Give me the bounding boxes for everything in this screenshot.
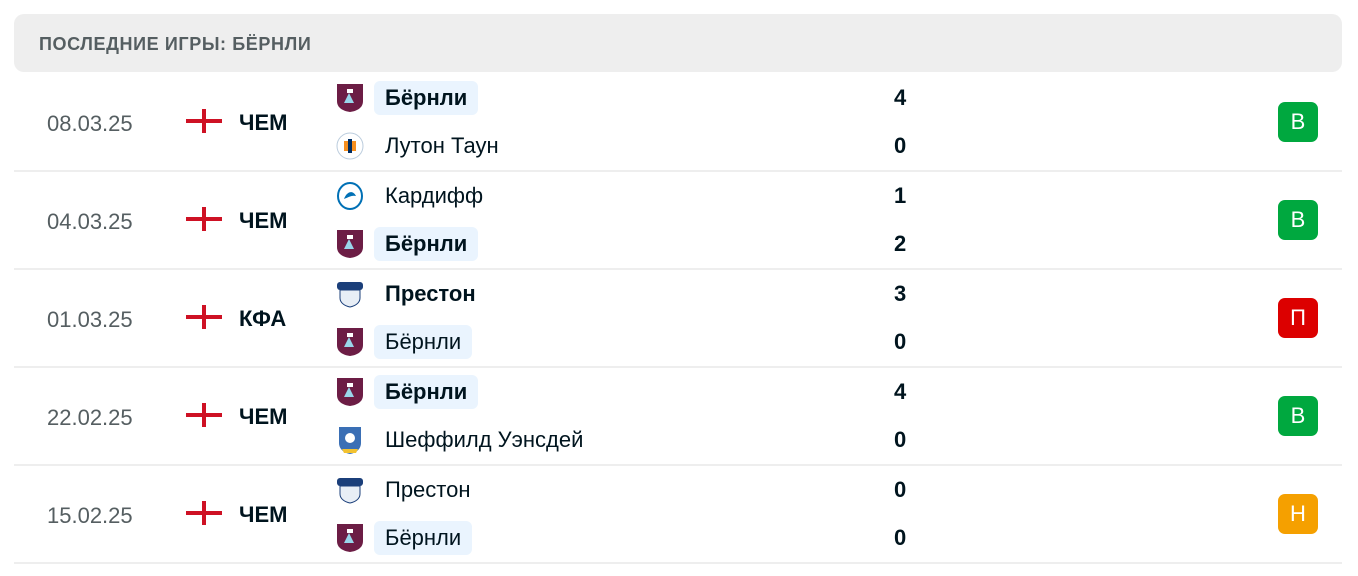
match-date: 01.03.25 bbox=[47, 307, 133, 332]
competition: ЧЕМ bbox=[239, 110, 288, 135]
team-score: 0 bbox=[894, 477, 907, 502]
burnley-crest-icon bbox=[336, 327, 364, 357]
result-badge: П bbox=[1278, 298, 1318, 338]
team-name: Бёрнли bbox=[374, 227, 479, 261]
competition: ЧЕМ bbox=[239, 404, 288, 429]
competition: КФА bbox=[239, 306, 287, 331]
match-date: 04.03.25 bbox=[47, 209, 133, 234]
home-team: Кардифф 1 bbox=[334, 179, 1234, 213]
burnley-crest-icon bbox=[336, 523, 364, 553]
competition: ЧЕМ bbox=[239, 208, 288, 233]
away-team: Бёрнли 2 bbox=[334, 227, 1234, 261]
home-team: Престон 0 bbox=[334, 473, 1234, 507]
result-badge: В bbox=[1278, 102, 1318, 142]
team-score: 0 bbox=[894, 133, 907, 158]
team-score: 0 bbox=[894, 525, 907, 550]
match-row[interactable]: 04.03.25 ЧЕМ Кардифф 1 Бёрнли 2 В bbox=[14, 172, 1342, 270]
team-name: Престон bbox=[385, 477, 471, 502]
match-row[interactable]: 15.02.25 ЧЕМ Престон 0 Бёрнли 0 Н bbox=[14, 466, 1342, 564]
away-team: Шеффилд Уэнсдей 0 bbox=[334, 423, 1234, 457]
result-badge: В bbox=[1278, 396, 1318, 436]
home-team: Престон 3 bbox=[334, 277, 1234, 311]
preston-crest-icon bbox=[336, 475, 364, 505]
match-row[interactable]: 08.03.25 ЧЕМ Бёрнли 4 Лутон Таун 0 В bbox=[14, 74, 1342, 172]
team-score: 0 bbox=[894, 427, 907, 452]
team-score: 4 bbox=[894, 85, 907, 110]
team-name: Престон bbox=[385, 281, 476, 306]
england-flag-icon bbox=[186, 109, 222, 133]
team-name: Бёрнли bbox=[374, 521, 473, 555]
team-name: Бёрнли bbox=[374, 325, 473, 359]
england-flag-icon bbox=[186, 403, 222, 427]
result-badge: В bbox=[1278, 200, 1318, 240]
home-team: Бёрнли 4 bbox=[334, 81, 1234, 115]
team-score: 3 bbox=[894, 281, 907, 306]
england-flag-icon bbox=[186, 501, 222, 525]
away-team: Лутон Таун 0 bbox=[334, 129, 1234, 163]
team-name: Лутон Таун bbox=[385, 133, 499, 158]
team-score: 1 bbox=[894, 183, 907, 208]
england-flag-icon bbox=[186, 207, 222, 231]
preston-crest-icon bbox=[336, 279, 364, 309]
team-name: Шеффилд Уэнсдей bbox=[385, 427, 584, 452]
section-title: ПОСЛЕДНИЕ ИГРЫ: БЁРНЛИ bbox=[39, 34, 312, 54]
home-team: Бёрнли 4 bbox=[334, 375, 1234, 409]
match-row[interactable]: 22.02.25 ЧЕМ Бёрнли 4 Шеффилд Уэнсдей 0 … bbox=[14, 368, 1342, 466]
england-flag-icon bbox=[186, 305, 222, 329]
cardiff-crest-icon bbox=[336, 181, 364, 211]
away-team: Бёрнли 0 bbox=[334, 521, 1234, 555]
team-score: 0 bbox=[894, 329, 907, 354]
team-score: 2 bbox=[894, 231, 907, 256]
luton-crest-icon bbox=[336, 131, 364, 161]
match-date: 15.02.25 bbox=[47, 503, 133, 528]
away-team: Бёрнли 0 bbox=[334, 325, 1234, 359]
team-name: Кардифф bbox=[385, 183, 484, 208]
section-header: ПОСЛЕДНИЕ ИГРЫ: БЁРНЛИ bbox=[14, 14, 1342, 72]
team-name: Бёрнли bbox=[374, 81, 479, 115]
team-name: Бёрнли bbox=[374, 375, 479, 409]
result-badge: Н bbox=[1278, 494, 1318, 534]
competition: ЧЕМ bbox=[239, 502, 288, 527]
burnley-crest-icon bbox=[336, 83, 364, 113]
team-score: 4 bbox=[894, 379, 907, 404]
match-row[interactable]: 01.03.25 КФА Престон 3 Бёрнли 0 П bbox=[14, 270, 1342, 368]
burnley-crest-icon bbox=[336, 377, 364, 407]
sheffield-wednesday-crest-icon bbox=[336, 425, 364, 455]
match-date: 08.03.25 bbox=[47, 111, 133, 136]
match-date: 22.02.25 bbox=[47, 405, 133, 430]
burnley-crest-icon bbox=[336, 229, 364, 259]
